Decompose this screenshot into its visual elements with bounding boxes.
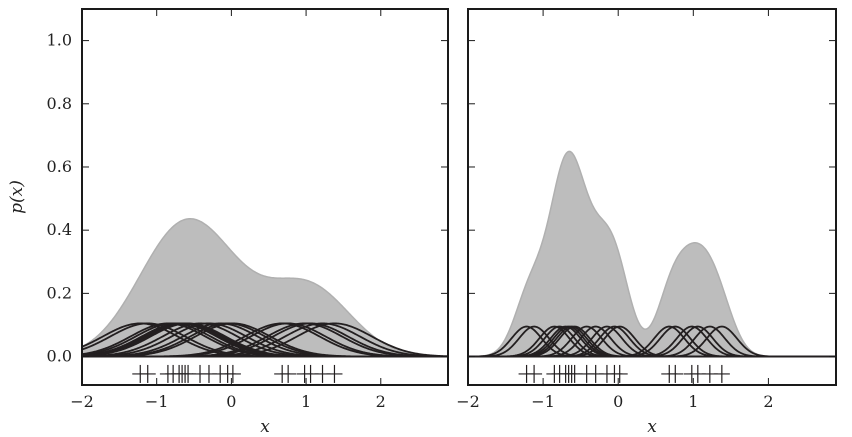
x-axis-label: x	[647, 417, 657, 437]
rug-marker	[280, 364, 297, 383]
x-tick-label: 1	[688, 392, 698, 411]
rug-marker	[713, 364, 730, 383]
y-tick-label: 0.0	[47, 347, 72, 366]
x-tick-label: 0	[226, 392, 236, 411]
x-tick-label: −2	[456, 392, 480, 411]
axes-frame	[467, 8, 837, 386]
x-axis-label: x	[260, 417, 270, 437]
right-panel: −2 −1 0 1 2 x	[456, 8, 837, 437]
axes-frame	[81, 8, 449, 386]
kde-area	[82, 217, 448, 358]
x-tick-label: −1	[531, 392, 555, 411]
rug-marker	[611, 364, 628, 383]
x-tick-label: −2	[70, 392, 94, 411]
y-tick-label: 0.4	[47, 220, 72, 239]
kde-area	[468, 150, 836, 358]
y-tick-label: 0.2	[47, 283, 72, 302]
rug-marker	[667, 364, 684, 383]
y-tick-label: 0.6	[47, 157, 72, 176]
x-tick-label: −1	[145, 392, 169, 411]
rug-marker	[224, 364, 241, 383]
x-tick-label: 1	[301, 392, 311, 411]
left-panel: −2 −1 0 1 2 0.0 0.2 0.4 0.6 0.8 1.0 x p(x)	[7, 8, 449, 437]
x-tick-label: 0	[613, 392, 623, 411]
y-tick-label: 1.0	[47, 31, 72, 50]
plot-area	[82, 217, 448, 383]
y-axis-label: p(x)	[7, 180, 27, 214]
rug-marker	[526, 364, 543, 383]
plot-area	[468, 150, 836, 383]
rug-marker	[326, 364, 343, 383]
y-tick-label: 0.8	[47, 94, 72, 113]
x-tick-label: 2	[763, 392, 773, 411]
rug-marker	[139, 364, 156, 383]
x-tick-label: 2	[376, 392, 386, 411]
